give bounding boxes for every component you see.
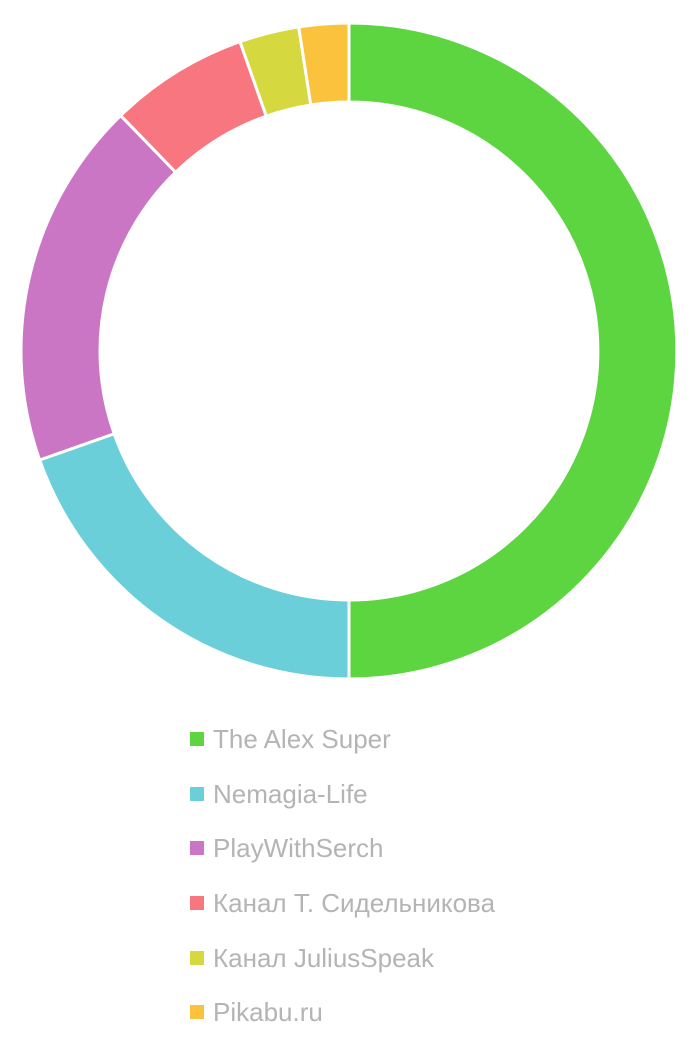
legend-swatch — [190, 841, 204, 856]
legend-swatch — [190, 950, 204, 965]
legend-item-1[interactable]: Nemagia-Life — [190, 767, 495, 822]
slice-2[interactable] — [19, 114, 178, 462]
legend-label: Nemagia-Life — [213, 778, 368, 809]
legend-swatch — [190, 896, 204, 911]
doughnut-chart — [19, 21, 679, 681]
legend-item-2[interactable]: PlayWithSerch — [190, 821, 495, 876]
chart-legend: The Alex Super Nemagia-Life PlayWithSerch К… — [190, 712, 495, 1040]
legend-label: Pikabu.ru — [213, 997, 323, 1028]
legend-label: Канал JuliusSpeak — [213, 942, 435, 973]
legend-swatch — [190, 732, 204, 747]
legend-label: Канал Т. Сидельникова — [213, 888, 496, 919]
legend-label: PlayWithSerch — [213, 833, 384, 864]
legend-item-3[interactable]: Канал Т. Сидельникова — [190, 876, 495, 931]
legend-item-0[interactable]: The Alex Super — [190, 712, 495, 767]
slice-0[interactable] — [347, 21, 679, 681]
legend-swatch — [190, 1005, 204, 1020]
legend-item-5[interactable]: Pikabu.ru — [190, 985, 495, 1040]
legend-swatch — [190, 786, 204, 801]
legend-label: The Alex Super — [213, 724, 391, 755]
legend-item-4[interactable]: Канал JuliusSpeak — [190, 930, 495, 985]
slice-1[interactable] — [38, 432, 351, 681]
slice-5[interactable] — [297, 21, 351, 107]
